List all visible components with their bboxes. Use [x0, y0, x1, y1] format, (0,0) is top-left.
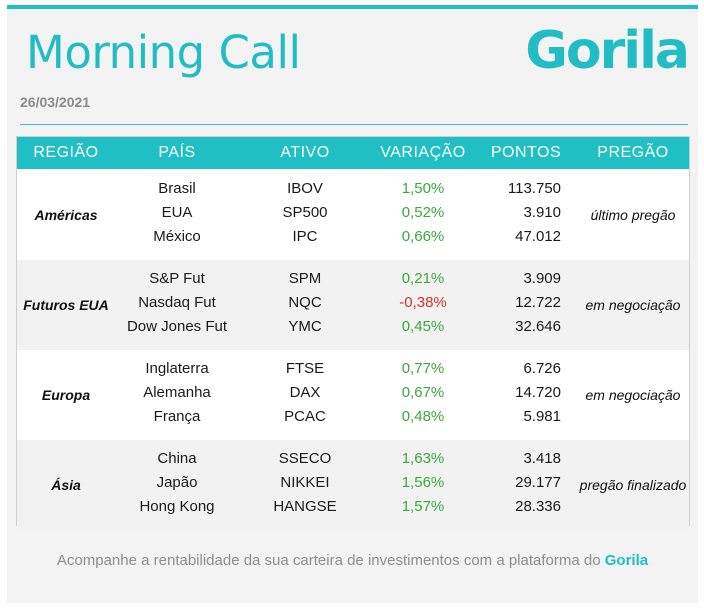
country-cell: Brasil	[158, 180, 196, 197]
country-cell: México	[153, 228, 201, 245]
region-label: Ásia	[51, 477, 81, 493]
country-cell: Hong Kong	[139, 498, 215, 515]
variation-cell: 1,57%	[401, 498, 445, 515]
variation-cell: 0,52%	[401, 204, 445, 221]
page-title: Morning Call	[26, 26, 301, 79]
asset-cell: DAX	[289, 384, 321, 401]
variation-cell: 0,48%	[401, 408, 445, 425]
asset-cell: SSECO	[278, 450, 332, 467]
asset-cell: IBOV	[287, 180, 323, 197]
column-header-pregao: PREGÃO	[597, 144, 669, 161]
asset-cell: SP500	[282, 204, 328, 221]
header-divider	[20, 124, 688, 125]
country-cell: França	[153, 408, 201, 425]
table-group: Futuros EUA S&P Fut SPM 0,21% 3.909 Nasdaq Fu…	[17, 260, 689, 350]
country-cell: China	[157, 450, 197, 467]
column-header-ativo: ATIVO	[280, 144, 330, 161]
variation-cell: -0,38%	[399, 294, 447, 311]
variation-cell: 1,56%	[401, 474, 445, 491]
footer-brand-link[interactable]: Gorila	[604, 552, 649, 569]
country-cell: Dow Jones Fut	[126, 318, 228, 335]
points-cell: 113.750	[507, 180, 561, 197]
variation-cell: 0,21%	[401, 270, 445, 287]
points-cell: 32.646	[515, 318, 561, 335]
points-cell: 5.981	[523, 408, 561, 425]
variation-cell: 1,63%	[401, 450, 445, 467]
asset-cell: FTSE	[285, 360, 325, 377]
points-cell: 28.336	[515, 498, 561, 515]
column-header-variacao: VARIAÇÃO	[380, 144, 466, 161]
session-status: último pregão	[590, 207, 676, 223]
morning-call-card: Morning Call Gorila 26/03/2021 REGIÃO PA…	[7, 5, 698, 603]
points-cell: 29.177	[515, 474, 561, 491]
country-cell: Nasdaq Fut	[138, 294, 216, 311]
column-header-regiao: REGIÃO	[33, 144, 99, 161]
country-cell: Inglaterra	[145, 360, 209, 377]
column-header-pontos: PONTOS	[490, 144, 562, 161]
country-cell: Alemanha	[143, 384, 211, 401]
region-label: Futuros EUA	[23, 297, 109, 313]
asset-cell: PCAC	[284, 408, 326, 425]
points-cell: 47.012	[515, 228, 561, 245]
column-header-pais: PAÍS	[158, 144, 196, 161]
points-cell: 3.909	[523, 270, 561, 287]
points-cell: 6.726	[523, 360, 561, 377]
session-status: em negociação	[585, 387, 681, 403]
points-cell: 3.418	[523, 450, 561, 467]
session-status: pregão finalizado	[579, 477, 687, 493]
variation-cell: 0,45%	[401, 318, 445, 335]
variation-cell: 0,77%	[401, 360, 445, 377]
footer-text: Acompanhe a rentabilidade da sua carteir…	[56, 552, 601, 569]
region-label: Europa	[41, 387, 91, 403]
country-cell: EUA	[161, 204, 193, 221]
footer-note: Acompanhe a rentabilidade da sua carteir…	[7, 552, 698, 569]
asset-cell: IPC	[292, 228, 318, 245]
variation-cell: 1,50%	[401, 180, 445, 197]
gorila-logo: Gorila	[525, 21, 690, 81]
session-status: em negociação	[585, 297, 681, 313]
points-cell: 12.722	[515, 294, 561, 311]
report-date: 26/03/2021	[20, 94, 91, 110]
variation-cell: 0,66%	[401, 228, 445, 245]
variation-cell: 0,67%	[401, 384, 445, 401]
table-group: Américas Brasil IBOV 1,50% 113.750 EUA SP500 0,…	[17, 170, 689, 260]
region-label: Américas	[34, 207, 98, 223]
points-cell: 3.910	[523, 204, 561, 221]
asset-cell: NQC	[288, 294, 322, 311]
country-cell: S&P Fut	[149, 270, 205, 287]
asset-cell: YMC	[288, 318, 322, 335]
points-cell: 14.720	[515, 384, 561, 401]
table-group: Ásia China SSECO 1,63% 3.418 Japão NIKKEI 1,56%…	[17, 440, 689, 530]
asset-cell: HANGSE	[273, 498, 337, 515]
market-table: REGIÃO PAÍS ATIVO VARIAÇÃO PONTOS PREGÃO…	[16, 136, 690, 530]
asset-cell: SPM	[288, 270, 322, 287]
country-cell: Japão	[156, 474, 198, 491]
table-group: Europa Inglaterra FTSE 0,77% 6.726 Alemanha DA…	[17, 350, 689, 440]
table-header: REGIÃO PAÍS ATIVO VARIAÇÃO PONTOS PREGÃO	[17, 137, 689, 169]
asset-cell: NIKKEI	[280, 474, 330, 491]
